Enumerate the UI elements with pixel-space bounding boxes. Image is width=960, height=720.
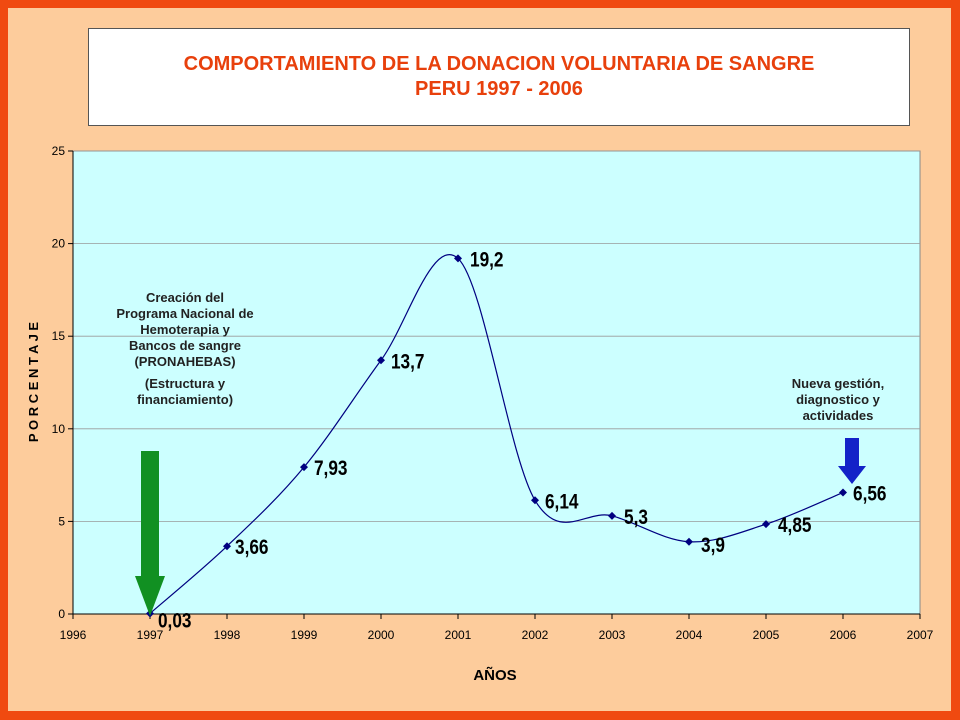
data-label: 3,66 xyxy=(235,537,269,560)
data-point xyxy=(839,488,847,497)
y-tick-label: 5 xyxy=(58,514,65,528)
x-tick-label: 2005 xyxy=(753,628,780,642)
data-point xyxy=(223,542,231,551)
data-label: 6,56 xyxy=(853,483,887,506)
data-label: 6,14 xyxy=(545,491,579,514)
annotation-pronahebas-line: Bancos de sangre xyxy=(129,338,241,353)
x-tick-label: 1998 xyxy=(214,628,241,642)
annotation-nueva-gestion-line: actividades xyxy=(802,408,874,423)
data-point xyxy=(685,537,693,546)
series-line xyxy=(149,254,844,614)
x-tick-label: 2001 xyxy=(445,628,472,642)
annotation-nueva-gestion-line: diagnostico y xyxy=(796,392,880,407)
annotation-pronahebas-line: (Estructura y xyxy=(144,376,226,391)
x-tick-label: 2003 xyxy=(599,628,626,642)
annotation-nueva-gestion: Nueva gestión, diagnostico y actividades xyxy=(768,376,908,424)
x-tick-label: 1999 xyxy=(291,628,318,642)
data-point xyxy=(762,520,770,529)
y-tick-label: 20 xyxy=(52,237,66,251)
chart-title: COMPORTAMIENTO DE LA DONACION VOLUNTARIA… xyxy=(183,53,815,75)
x-tick-label: 1996 xyxy=(60,628,87,642)
data-label: 19,2 xyxy=(470,249,504,272)
data-label: 4,85 xyxy=(778,515,812,538)
x-tick-label: 2002 xyxy=(522,628,549,642)
data-label: 5,3 xyxy=(624,506,648,529)
y-tick-label: 15 xyxy=(52,329,66,343)
y-axis-label: P O R C E N T A J E xyxy=(26,322,41,442)
data-point xyxy=(377,356,385,365)
data-label: 7,93 xyxy=(314,458,348,481)
annotation-pronahebas-line: financiamiento) xyxy=(136,392,234,407)
x-tick-label: 2000 xyxy=(368,628,395,642)
annotation-nueva-gestion-line: Nueva gestión, xyxy=(791,376,885,391)
title-box: COMPORTAMIENTO DE LA DONACION VOLUNTARIA… xyxy=(88,28,910,126)
plot-area xyxy=(72,150,921,615)
data-label: 3,9 xyxy=(701,534,725,557)
data-point xyxy=(300,463,308,472)
data-point xyxy=(531,496,539,505)
data-label: 13,7 xyxy=(391,351,425,374)
x-tick-label: 2006 xyxy=(830,628,857,642)
annotation-pronahebas-line: Hemoterapia y xyxy=(140,322,230,337)
x-tick-label: 2007 xyxy=(907,628,934,642)
annotation-pronahebas-line: Programa Nacional de xyxy=(116,306,254,321)
annotation-pronahebas: Creación del Programa Nacional de Hemote… xyxy=(95,290,275,408)
down-arrow-blue-icon xyxy=(838,438,866,484)
data-point xyxy=(608,511,616,520)
chart-subtitle: PERU 1997 - 2006 xyxy=(415,78,583,100)
x-axis-label: AÑOS xyxy=(473,666,516,684)
data-label: 0,03 xyxy=(158,610,192,633)
data-point xyxy=(454,254,462,263)
y-tick-label: 10 xyxy=(52,422,66,436)
x-tick-label: 1997 xyxy=(137,628,164,642)
annotation-pronahebas-line: Creación del xyxy=(145,290,225,305)
x-tick-label: 2004 xyxy=(676,628,703,642)
y-tick-label: 0 xyxy=(58,607,65,621)
down-arrow-green-icon xyxy=(135,451,165,616)
annotation-pronahebas-line: (PRONAHEBAS) xyxy=(134,354,236,369)
y-tick-label: 25 xyxy=(52,144,66,158)
